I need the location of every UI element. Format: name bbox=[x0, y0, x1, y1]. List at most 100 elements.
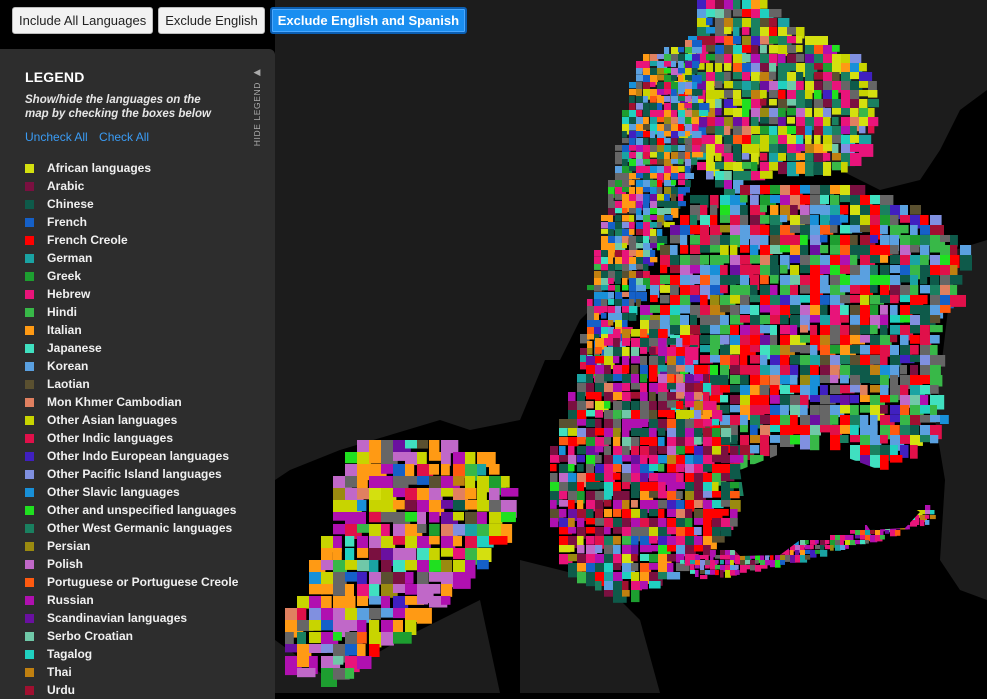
tract-area bbox=[601, 327, 612, 338]
legend-item[interactable]: Persian bbox=[25, 537, 275, 555]
legend-item[interactable]: Hindi bbox=[25, 303, 275, 321]
legend-item[interactable]: Scandinavian languages bbox=[25, 609, 275, 627]
legend-item[interactable]: Urdu bbox=[25, 681, 275, 699]
tract-area bbox=[622, 428, 630, 441]
tract-area bbox=[720, 275, 736, 286]
legend-swatch bbox=[25, 199, 34, 209]
exclude-english-spanish-button[interactable]: Exclude English and Spanish bbox=[269, 7, 468, 34]
tract-area bbox=[740, 395, 753, 406]
tract-area bbox=[657, 229, 663, 239]
legend-item[interactable]: Greek bbox=[25, 267, 275, 285]
tract-area bbox=[604, 338, 614, 346]
legend-item[interactable]: Laotian bbox=[25, 375, 275, 393]
tract-area bbox=[880, 415, 895, 426]
legend-item[interactable]: Mon Khmer Cambodian bbox=[25, 393, 275, 411]
tract-area bbox=[820, 245, 829, 254]
tract-area bbox=[649, 383, 663, 394]
legend-item[interactable]: Portuguese or Portuguese Creole bbox=[25, 573, 275, 591]
hide-legend-toggle[interactable]: ◀ HIDE LEGEND bbox=[247, 67, 267, 146]
tract-area bbox=[680, 325, 694, 337]
tract-area bbox=[357, 512, 366, 528]
tract-area bbox=[860, 275, 873, 288]
legend-item[interactable]: Chinese bbox=[25, 195, 275, 213]
tract-area bbox=[622, 264, 633, 275]
tract-area bbox=[850, 255, 858, 266]
tract-area bbox=[601, 257, 609, 265]
legend-swatch bbox=[25, 685, 34, 695]
legend-item[interactable]: Other Indic languages bbox=[25, 429, 275, 447]
tract-area bbox=[676, 392, 685, 399]
tract-area bbox=[820, 265, 834, 275]
legend-item[interactable]: Tagalog bbox=[25, 645, 275, 663]
tract-area bbox=[586, 491, 599, 502]
tract-area bbox=[658, 500, 671, 509]
tract-area bbox=[640, 347, 648, 354]
include-all-languages-button[interactable]: Include All Languages bbox=[12, 7, 154, 34]
tract-area bbox=[501, 524, 513, 543]
tract-area bbox=[742, 171, 755, 181]
legend-item[interactable]: Arabic bbox=[25, 177, 275, 195]
tract-area bbox=[720, 195, 734, 206]
tract-area bbox=[724, 162, 735, 171]
tract-area bbox=[742, 99, 753, 110]
tract-area bbox=[604, 500, 612, 507]
tract-area bbox=[725, 555, 732, 560]
tract-area bbox=[608, 236, 617, 246]
tract-area bbox=[770, 560, 777, 568]
tract-area bbox=[685, 509, 693, 519]
legend-item[interactable]: African languages bbox=[25, 159, 275, 177]
tract-area bbox=[615, 215, 622, 222]
legend-item[interactable]: Other Pacific Island languages bbox=[25, 465, 275, 483]
tract-area bbox=[920, 375, 933, 384]
legend-item[interactable]: Other Asian languages bbox=[25, 411, 275, 429]
tract-area bbox=[643, 236, 650, 245]
tract-area bbox=[643, 201, 650, 210]
legend-item[interactable]: German bbox=[25, 249, 275, 267]
tract-area bbox=[369, 608, 381, 620]
tract-area bbox=[920, 215, 929, 226]
tract-area bbox=[832, 162, 843, 171]
legend-item[interactable]: Italian bbox=[25, 321, 275, 339]
legend-item[interactable]: Other Indo European languages bbox=[25, 447, 275, 465]
legend-item[interactable]: Polish bbox=[25, 555, 275, 573]
tract-area bbox=[643, 103, 650, 112]
tract-area bbox=[830, 335, 843, 345]
legend-item[interactable]: Korean bbox=[25, 357, 275, 375]
uncheck-all-link[interactable]: Uncheck All bbox=[25, 130, 88, 144]
tract-area bbox=[615, 201, 623, 208]
tract-area bbox=[790, 415, 798, 427]
tract-area bbox=[405, 500, 417, 511]
legend-item[interactable]: Russian bbox=[25, 591, 275, 609]
check-all-link[interactable]: Check All bbox=[99, 130, 150, 144]
legend-item[interactable]: Serbo Croatian bbox=[25, 627, 275, 645]
legend-item[interactable]: Hebrew bbox=[25, 285, 275, 303]
tract-area bbox=[814, 108, 827, 118]
tract-area bbox=[721, 437, 731, 445]
tract-area bbox=[608, 278, 614, 285]
tract-area bbox=[345, 668, 355, 679]
tract-area bbox=[441, 596, 451, 605]
tract-area bbox=[643, 264, 649, 272]
tract-area bbox=[694, 374, 708, 381]
legend-item[interactable]: French bbox=[25, 213, 275, 231]
tract-area bbox=[760, 63, 775, 72]
legend-item-label: Chinese bbox=[47, 197, 94, 211]
tract-area bbox=[810, 205, 825, 215]
legend-item[interactable]: Japanese bbox=[25, 339, 275, 357]
tract-area bbox=[636, 131, 645, 138]
tract-area bbox=[465, 488, 477, 500]
legend-item[interactable]: Other Slavic languages bbox=[25, 483, 275, 501]
tract-area bbox=[667, 356, 678, 366]
legend-item[interactable]: Thai bbox=[25, 663, 275, 681]
legend-item[interactable]: Other and unspecified languages bbox=[25, 501, 275, 519]
tract-area bbox=[900, 445, 909, 458]
legend-item[interactable]: French Creole bbox=[25, 231, 275, 249]
legend-item-label: Greek bbox=[47, 269, 82, 283]
tract-area bbox=[649, 410, 658, 423]
tract-area bbox=[890, 335, 898, 343]
legend-item[interactable]: Other West Germanic languages bbox=[25, 519, 275, 537]
tract-area bbox=[840, 535, 847, 541]
tract-area bbox=[657, 152, 668, 160]
exclude-english-button[interactable]: Exclude English bbox=[158, 7, 265, 34]
